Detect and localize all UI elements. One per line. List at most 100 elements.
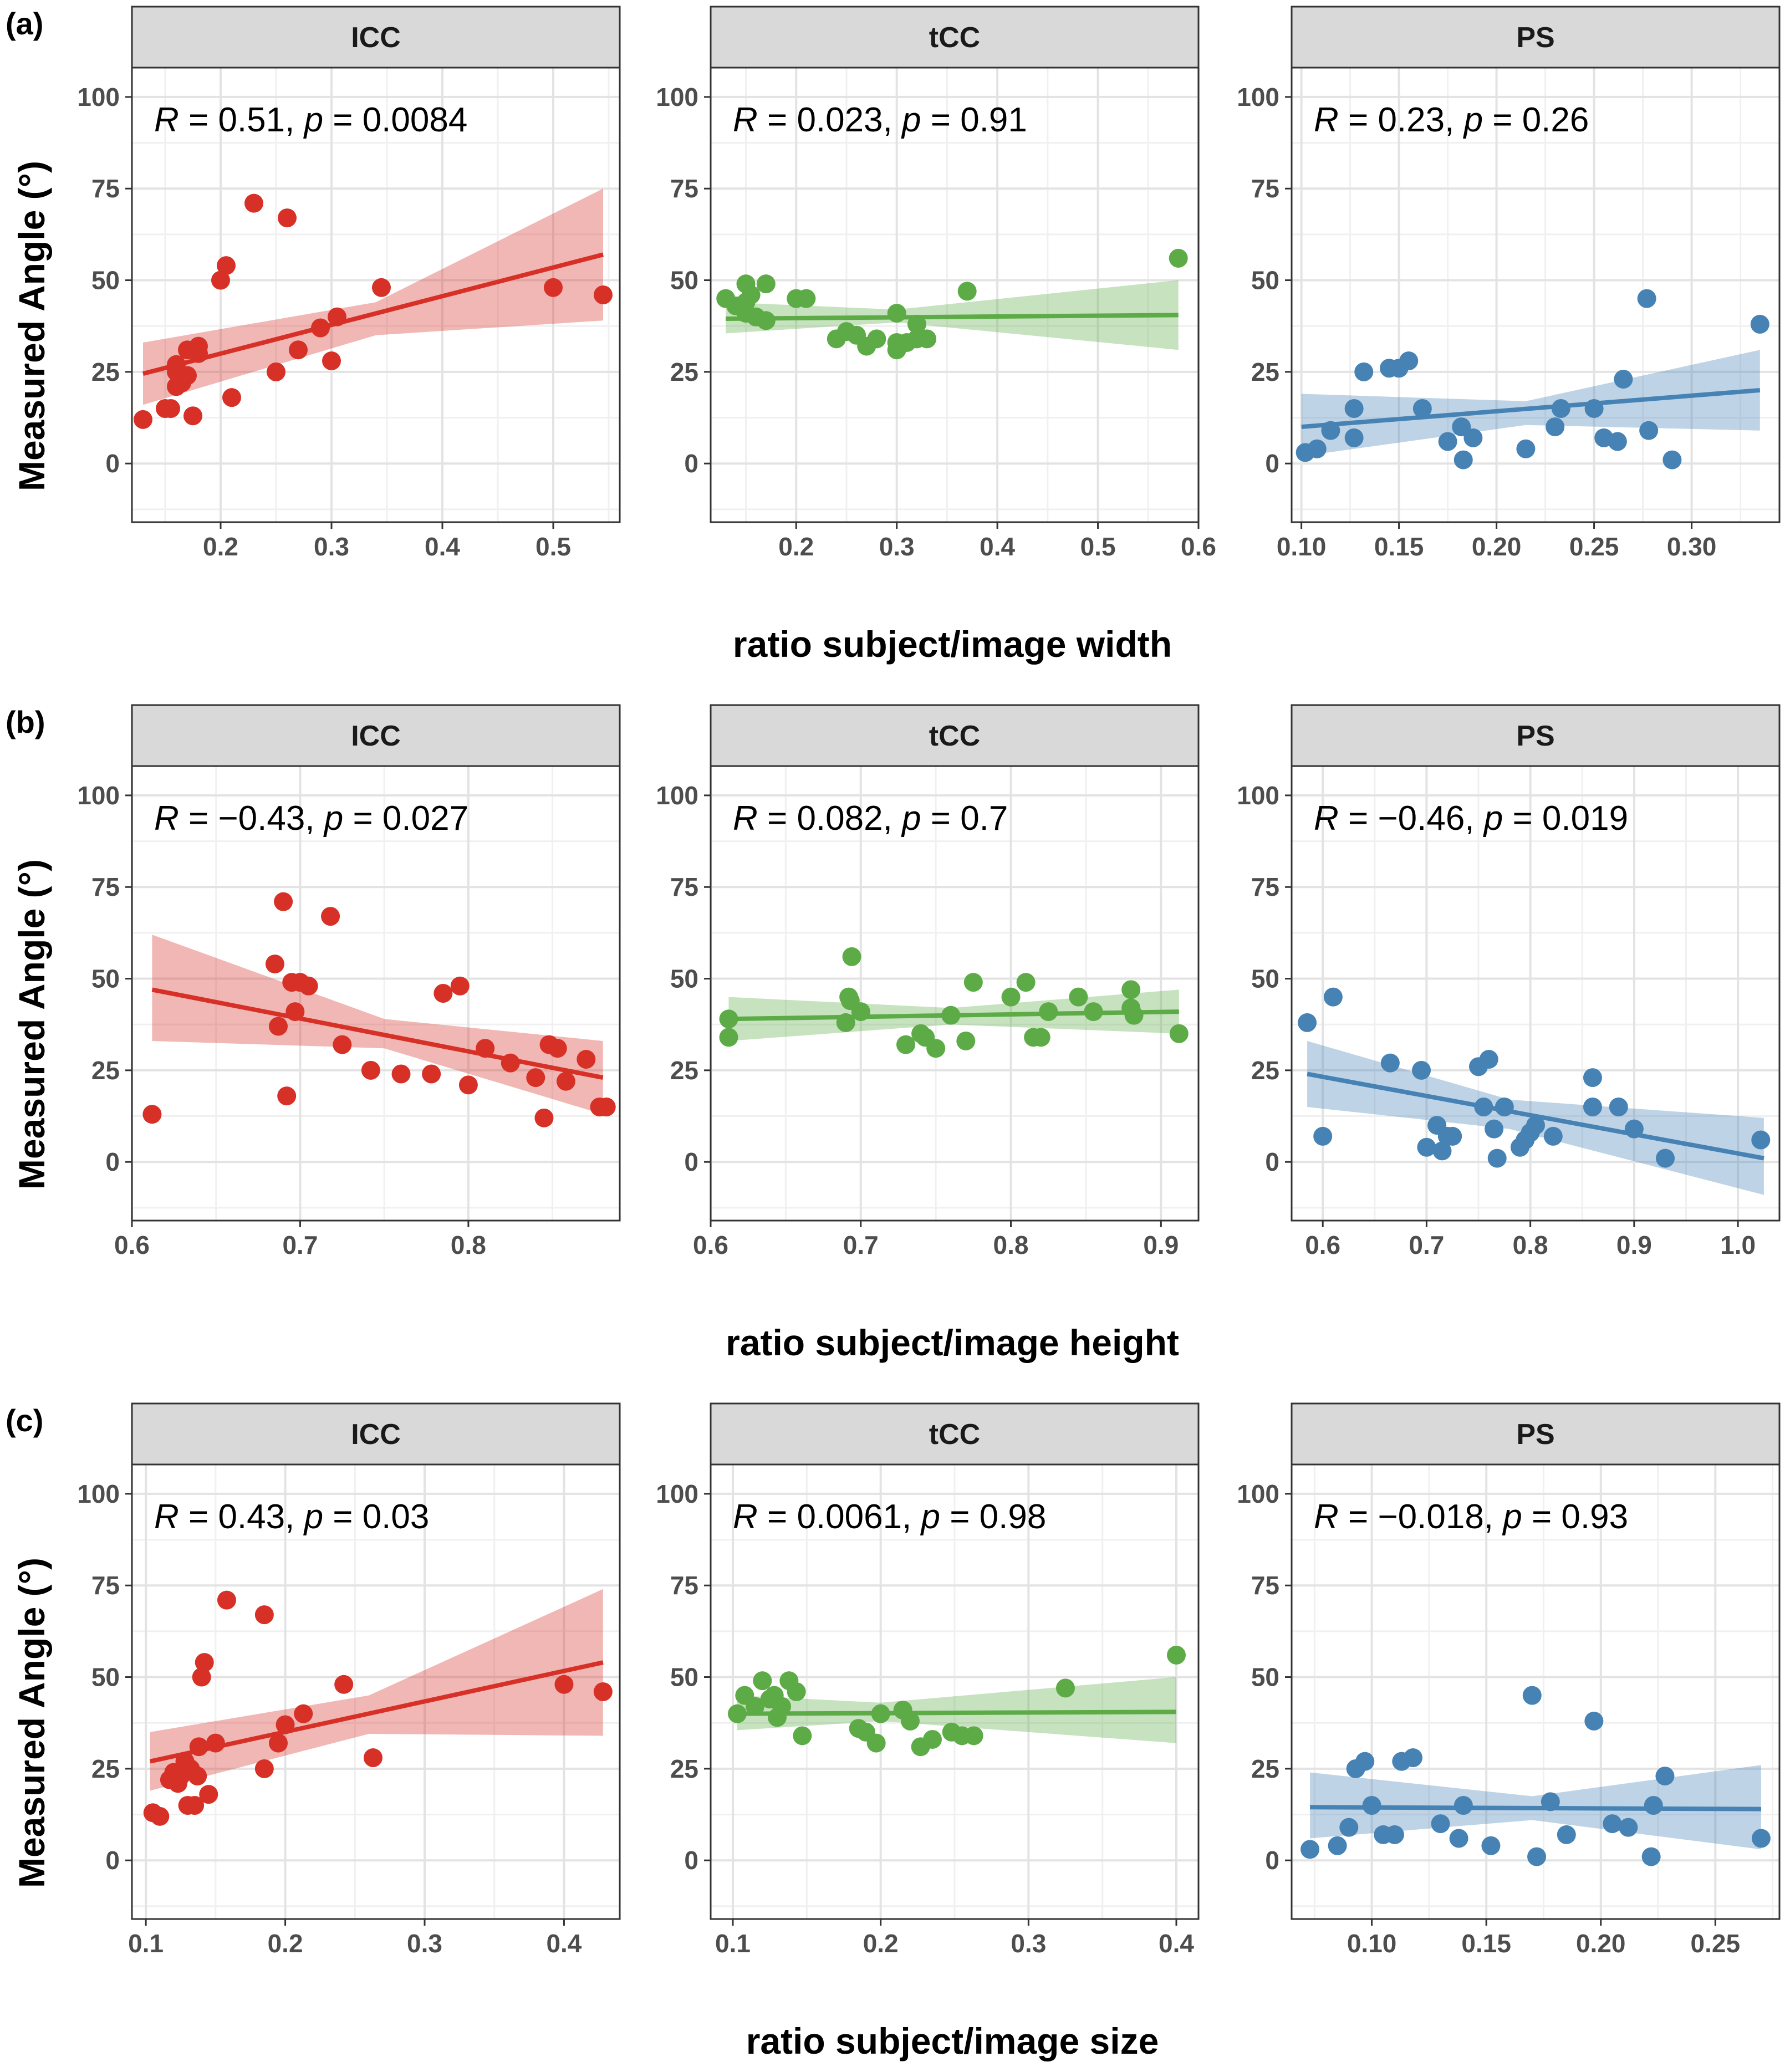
x-tick-label: 0.2 (863, 1929, 899, 1958)
strip-title: ICC (351, 1418, 401, 1451)
y-tick-label: 50 (1251, 266, 1279, 295)
data-point (183, 406, 202, 426)
data-point (1624, 1119, 1644, 1139)
data-point (1380, 1053, 1400, 1073)
strip-title: tCC (929, 22, 980, 54)
y-tick-label: 50 (670, 1663, 698, 1692)
data-point (728, 1704, 747, 1723)
data-point (956, 1031, 976, 1050)
r-value: = −0.46, (1339, 799, 1484, 838)
regression-line (151, 987, 604, 1080)
strip-header (710, 6, 1200, 69)
data-point (1298, 1013, 1317, 1032)
data-point (554, 1675, 574, 1694)
y-tick-label: 75 (91, 872, 120, 901)
x-tick-label: 0.2 (268, 1929, 303, 1958)
data-point (1751, 1829, 1771, 1848)
y-tick-label: 100 (77, 1479, 120, 1508)
data-point (1344, 399, 1364, 418)
x-tick-label: 0.6 (1181, 532, 1216, 561)
p-value: = 0.91 (921, 101, 1027, 139)
data-point (372, 278, 391, 297)
data-point (1169, 1024, 1189, 1043)
data-point (1362, 1796, 1381, 1815)
x-tick-label: 0.7 (843, 1231, 879, 1259)
data-point (1167, 1645, 1186, 1665)
x-tick-label: 0.9 (1143, 1231, 1179, 1259)
data-point (1039, 1002, 1058, 1022)
data-point (1583, 1068, 1602, 1088)
data-point (1751, 1130, 1771, 1150)
data-point (285, 1002, 305, 1022)
data-point (192, 1667, 211, 1687)
confidence-band (1301, 350, 1760, 456)
data-point (1307, 439, 1327, 458)
data-point (797, 289, 816, 308)
data-point (1603, 1814, 1622, 1834)
data-point (851, 1002, 870, 1022)
x-tick-label: 0.6 (693, 1231, 728, 1259)
data-point (1313, 1126, 1333, 1146)
data-point (199, 1785, 218, 1804)
data-point (1454, 1796, 1473, 1815)
strip-header (710, 1402, 1200, 1466)
data-point (328, 307, 346, 326)
panel-border (710, 765, 1200, 1222)
data-point (1432, 1141, 1452, 1161)
x-tick-label: 0.4 (425, 532, 460, 561)
data-point (923, 1729, 942, 1749)
data-point (161, 399, 180, 418)
r-symbol: R (154, 799, 179, 838)
data-point (1069, 987, 1088, 1007)
x-tick-label: 0.20 (1472, 532, 1522, 561)
data-point (289, 340, 308, 360)
p-symbol: p (901, 101, 921, 139)
data-point (1431, 1814, 1450, 1834)
y-tick-label: 0 (1265, 1846, 1279, 1875)
data-point (577, 1050, 596, 1069)
x-tick-label: 1.0 (1720, 1231, 1756, 1259)
y-tick-label: 50 (91, 1663, 120, 1692)
data-point (867, 329, 886, 349)
data-point (206, 1733, 225, 1753)
correlation-annotation: R = 0.51, p = 0.0084 (154, 101, 467, 139)
panel-a-icc: ICC 0 25 50 75 100 0.2 0.3 0.4 0.5 R = 0.51, p = 0… (77, 6, 621, 561)
data-point (1300, 1840, 1320, 1859)
regression-line (1310, 1805, 1761, 1811)
panel-border (131, 1463, 621, 1920)
y-axis-label-b: Measured Angle (°) (11, 859, 52, 1190)
x-tick-label: 0.1 (128, 1929, 164, 1958)
data-point (1084, 1002, 1103, 1022)
data-point (1641, 1847, 1661, 1866)
correlation-annotation: R = 0.0061, p = 0.98 (733, 1498, 1046, 1536)
row-label-a: (a) (6, 6, 43, 41)
r-symbol: R (154, 101, 179, 139)
x-tick-label: 0.4 (980, 532, 1015, 561)
r-value: = 0.23, (1339, 101, 1464, 139)
data-point (363, 1748, 382, 1768)
regression-line (737, 1709, 1177, 1716)
data-point (1619, 1818, 1638, 1837)
panel-border (131, 67, 621, 523)
y-tick-label: 75 (670, 174, 698, 203)
data-point (544, 278, 563, 297)
data-point (1016, 973, 1036, 992)
panel-c-ps: PS 0 25 50 75 100 0.10 0.15 0.20 0.25 R = −0.018, … (1237, 1402, 1781, 1958)
regression-line (1301, 387, 1761, 430)
data-point (422, 1064, 441, 1084)
data-point (276, 1715, 295, 1734)
y-tick-label: 75 (91, 1571, 120, 1600)
x-tick-label: 0.25 (1691, 1929, 1741, 1958)
confidence-band (150, 1589, 603, 1791)
y-tick-label: 100 (656, 1479, 698, 1508)
regression-line (149, 1660, 604, 1764)
data-point (322, 351, 341, 371)
data-point (756, 274, 776, 294)
data-point (1454, 450, 1473, 469)
x-tick-label: 0.8 (1513, 1231, 1548, 1259)
data-point (1655, 1767, 1675, 1786)
panel-c-tcc: tCC 0 25 50 75 100 0.1 0.2 0.3 0.4 R = 0.0061, p =… (656, 1402, 1200, 1958)
data-point (836, 1013, 855, 1032)
data-point (1527, 1847, 1547, 1866)
x-tick-label: 0.1 (715, 1929, 751, 1958)
